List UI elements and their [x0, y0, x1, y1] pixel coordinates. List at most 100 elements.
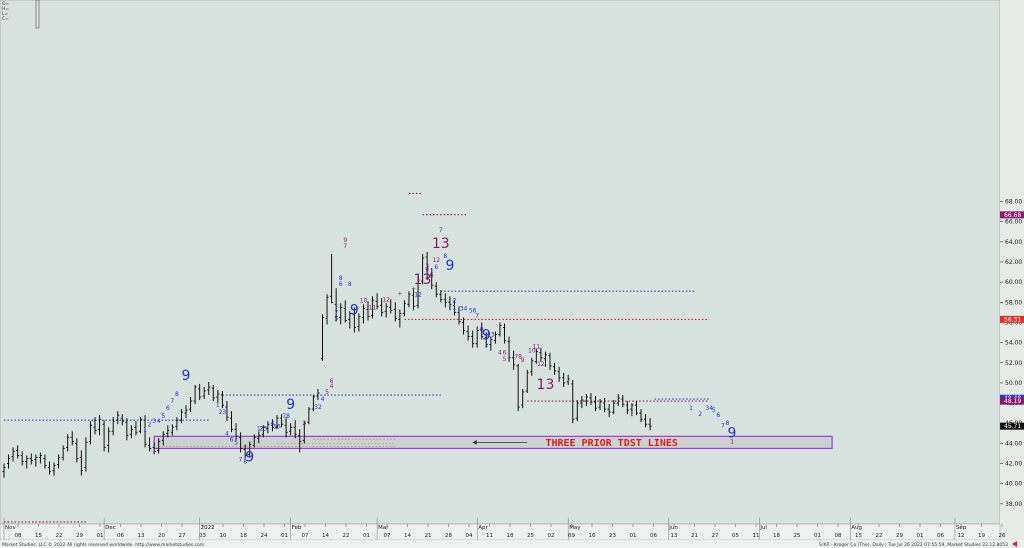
- count-label: 10: [360, 297, 368, 304]
- ohlc-legend-item: C=: [2, 16, 9, 22]
- x-tick-label: 06: [650, 533, 657, 539]
- count-label: 4: [225, 430, 229, 437]
- x-tick-label: 01: [97, 533, 104, 539]
- count-label: 11: [533, 344, 541, 351]
- x-tick-label: 05: [732, 533, 739, 539]
- y-tick-label: 40.00: [1005, 481, 1022, 488]
- count-label: 5: [334, 315, 338, 322]
- count-label: 78: [514, 354, 522, 361]
- count-label: 6: [434, 264, 438, 271]
- count-label: 1: [257, 425, 261, 432]
- count-label: 2: [453, 297, 457, 304]
- count-label: 5: [161, 413, 165, 420]
- price-tag: [1000, 397, 1024, 405]
- month-label: Nov: [5, 525, 16, 531]
- y-tick-label: 58.00: [1005, 299, 1022, 306]
- count-label: 4: [330, 383, 334, 390]
- count-label: 34: [460, 305, 468, 312]
- count-label: 9: [425, 267, 429, 274]
- x-tick-label: 08: [15, 533, 22, 539]
- x-tick-label: 04: [466, 533, 473, 539]
- x-tick-label: 21: [691, 533, 698, 539]
- y-tick-label: 38.00: [1005, 501, 1022, 508]
- x-tick-label: 22: [876, 533, 883, 539]
- x-tick-label: 27: [712, 533, 719, 539]
- price-tag-label: 45.71: [1004, 423, 1021, 430]
- price-tag: [1000, 422, 1024, 430]
- count-label: 56: [469, 307, 477, 314]
- count-label: 7: [239, 457, 243, 464]
- callout-text: THREE PRIOR TDST LINES: [545, 438, 677, 449]
- x-tick-label: 01: [917, 533, 924, 539]
- count-label: 13: [537, 377, 555, 393]
- x-tick-label: 18: [773, 533, 780, 539]
- y-tick-label: 64.00: [1005, 239, 1022, 246]
- callout-arrowhead: [472, 439, 477, 445]
- x-tick-label: 24: [261, 533, 268, 539]
- y-tick-label: 52.00: [1005, 360, 1022, 367]
- count-label: 23: [260, 425, 268, 432]
- x-tick-label: 25: [794, 533, 801, 539]
- y-tick-label: 44.00: [1005, 440, 1022, 447]
- month-label: May: [569, 525, 581, 531]
- x-tick-label: 13: [138, 533, 145, 539]
- month-label: Mar: [378, 525, 389, 531]
- count-label: 3: [152, 418, 156, 425]
- count-label: 10: [528, 348, 536, 355]
- count-label: 9: [343, 237, 347, 244]
- price-tag: [1000, 315, 1024, 323]
- count-label: 6: [230, 436, 234, 443]
- count-label: 9: [482, 328, 491, 344]
- count-label: 2: [302, 420, 306, 427]
- count-label: 12: [414, 291, 422, 298]
- x-tick-label: 01: [281, 533, 288, 539]
- ohlc-legend-item: H=: [2, 6, 9, 12]
- x-tick-label: 13: [671, 533, 678, 539]
- count-label: 13: [414, 272, 432, 288]
- month-label: Apr: [478, 525, 488, 531]
- count-label: 1: [453, 304, 457, 311]
- count-label: 6: [166, 405, 170, 412]
- price-axis: [1000, 0, 1024, 548]
- x-tick-label: 25: [527, 533, 534, 539]
- count-label: 0: [430, 273, 434, 280]
- count-label: 1: [430, 268, 434, 275]
- count-label: 23: [219, 409, 227, 416]
- month-label: Dec: [105, 525, 116, 531]
- count-label: 9: [350, 302, 359, 318]
- legend-scroll-handle[interactable]: [35, 0, 40, 29]
- count-label: 23: [487, 332, 495, 339]
- count-label: 1: [484, 342, 488, 349]
- count-label: 7: [170, 398, 174, 405]
- count-label: 7: [343, 243, 347, 250]
- price-tag-label: 66.68: [1004, 212, 1021, 219]
- count-label: 9: [286, 397, 295, 413]
- x-tick-label: 19: [978, 533, 985, 539]
- x-tick-label: 20: [158, 533, 165, 539]
- month-label: Aug: [851, 525, 862, 531]
- x-tick-label: 12: [958, 533, 965, 539]
- count-label: 8: [175, 391, 179, 398]
- date-axis: [0, 523, 1001, 541]
- x-tick-label: 10: [220, 533, 227, 539]
- count-label: 1: [143, 426, 147, 433]
- x-tick-label: 06: [117, 533, 124, 539]
- count-label: 7: [475, 312, 479, 319]
- price-tag: [1000, 211, 1024, 219]
- scroll-arrow-icon[interactable]: [1012, 541, 1017, 547]
- count-label: 3: [425, 263, 429, 270]
- count-label: 1: [689, 405, 693, 412]
- count-label: 9: [445, 258, 454, 274]
- count-label: 8: [243, 459, 247, 466]
- x-tick-label: 11: [486, 533, 493, 539]
- x-tick-label: 07: [302, 533, 309, 539]
- count-label: 8: [480, 327, 484, 334]
- count-label: 6: [330, 378, 334, 385]
- month-label: Sep: [956, 525, 967, 531]
- count-label: 34: [705, 405, 713, 412]
- x-tick-label: 01: [630, 533, 637, 539]
- count-label: +: [397, 290, 402, 297]
- y-tick-label: 56.00: [1005, 319, 1022, 326]
